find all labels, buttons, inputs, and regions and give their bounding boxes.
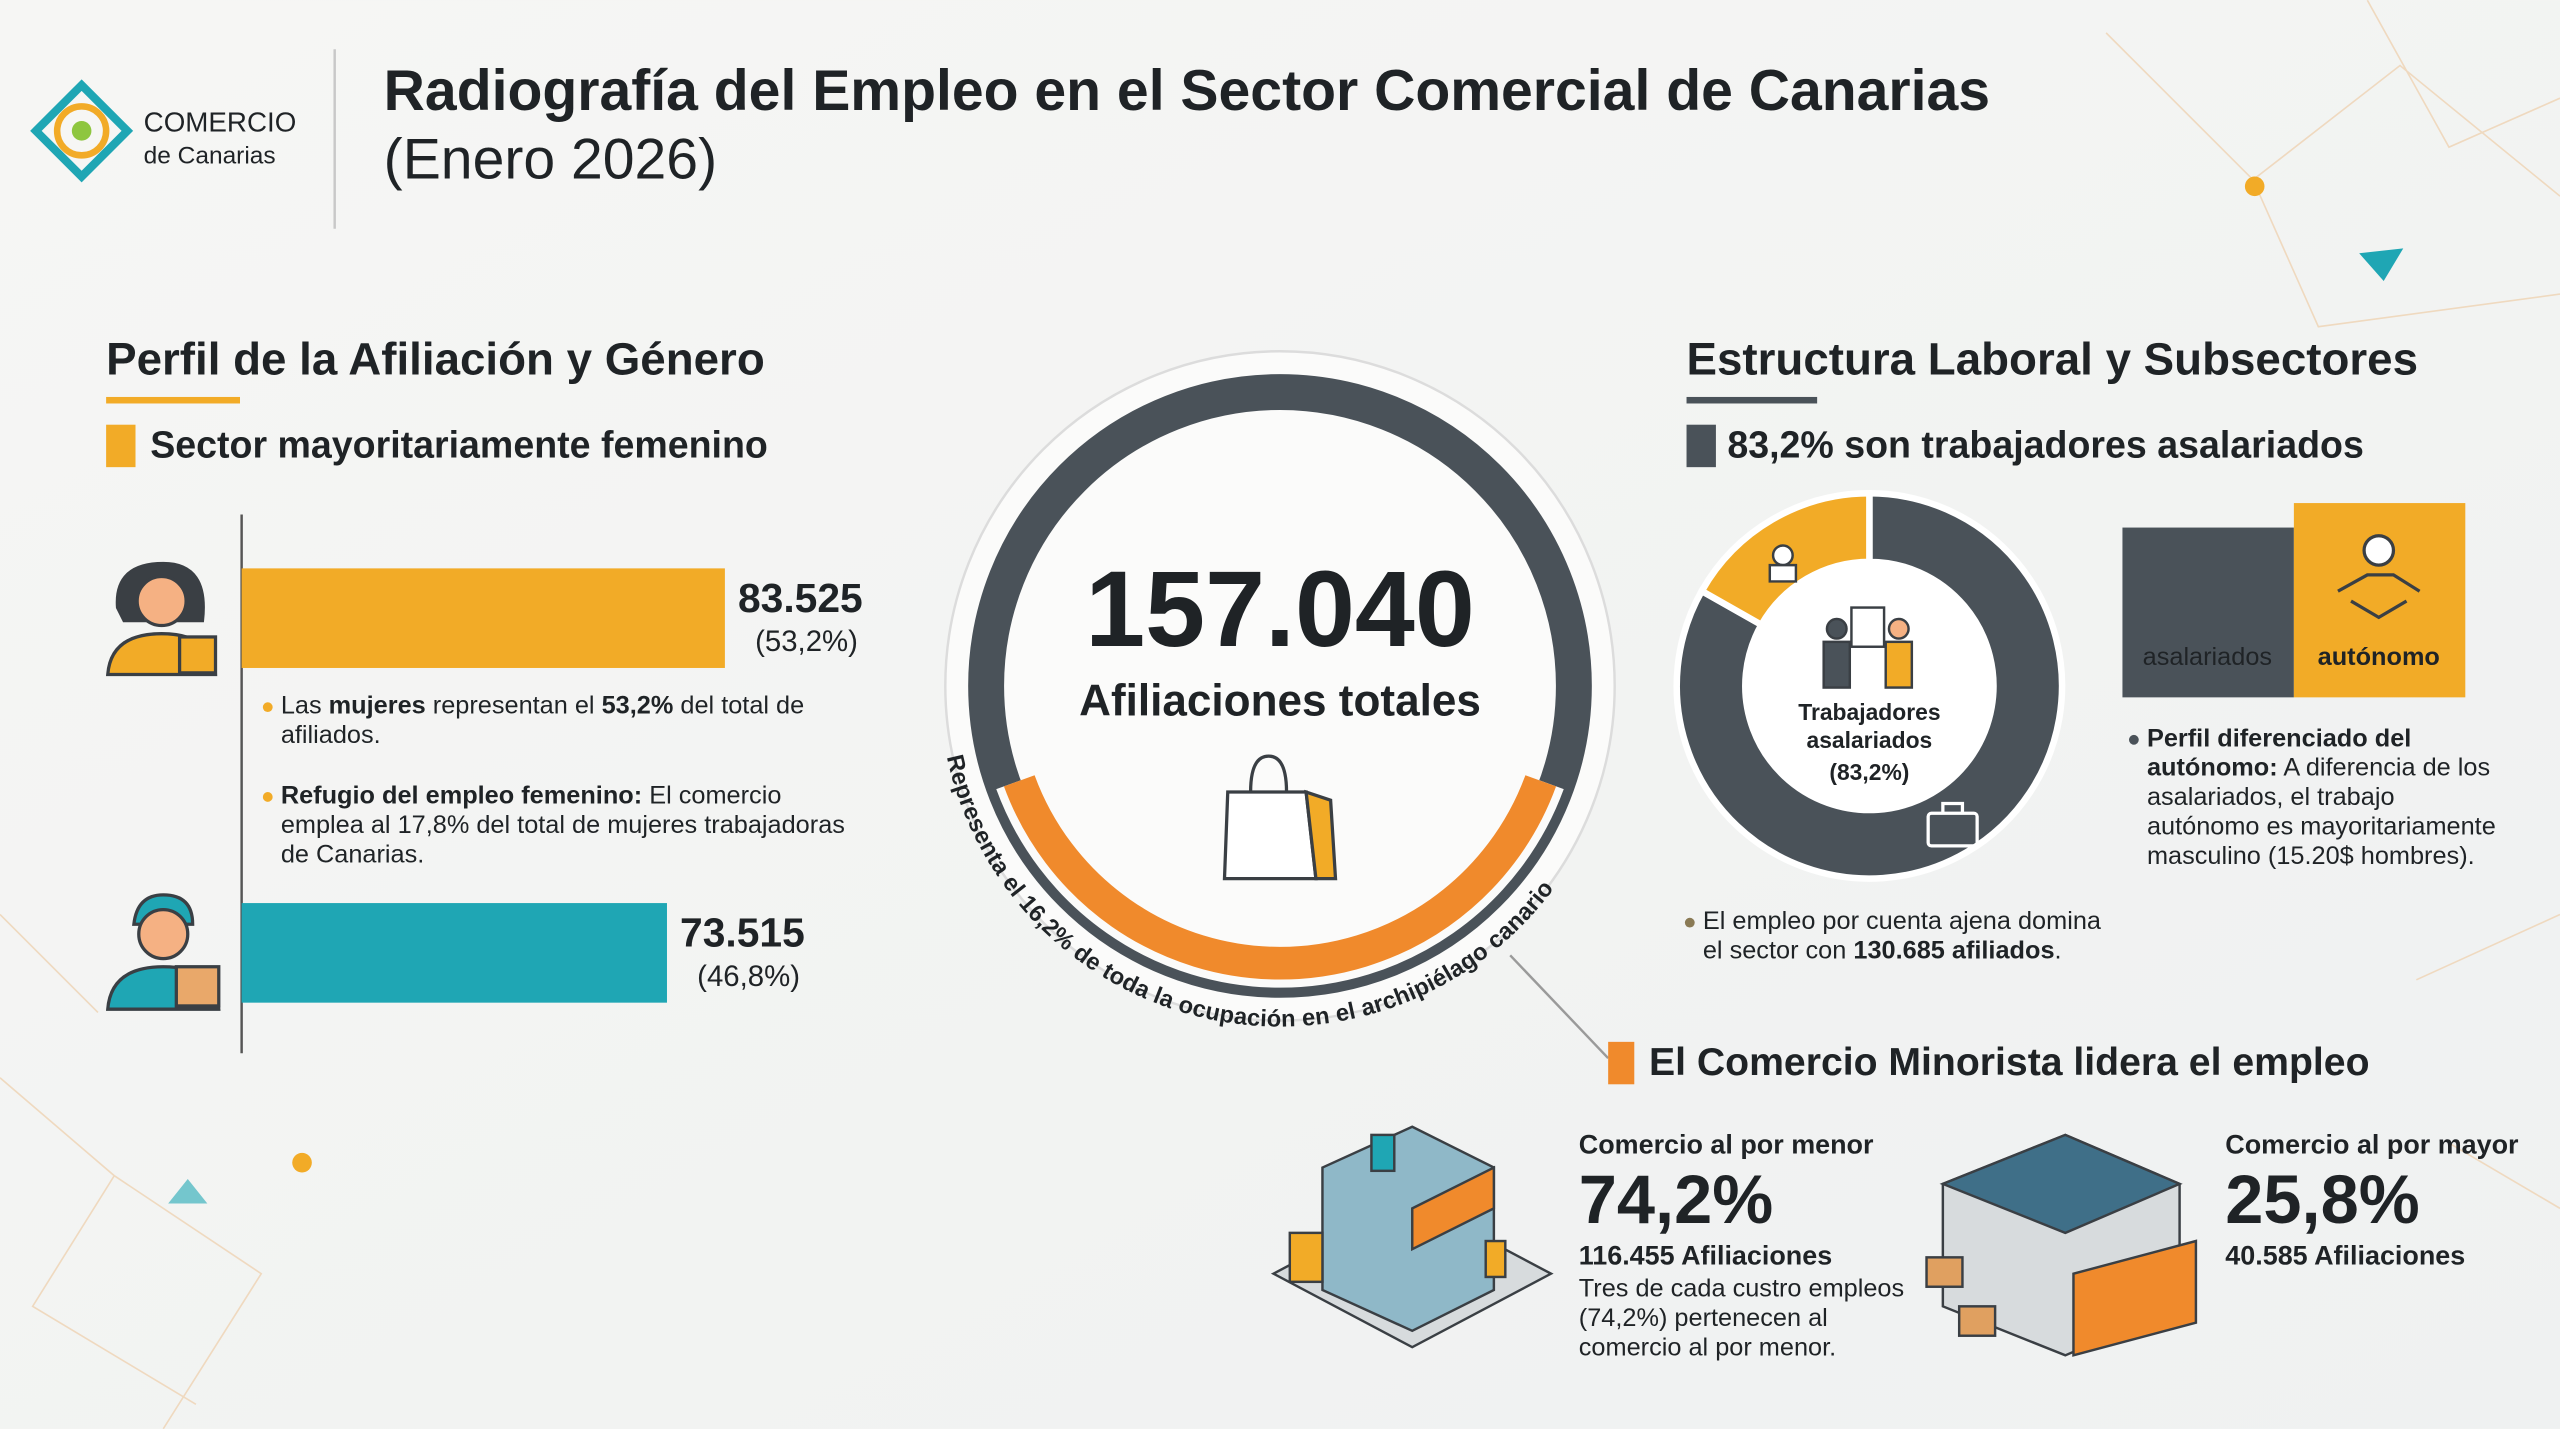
note: Refugio del empleo femenino: El comercio… <box>281 782 869 870</box>
subheading: El Comercio Minorista lidera el empleo <box>1649 1041 2370 1084</box>
note-box: Trabajadores asalariados <box>1798 698 1941 753</box>
handshake-icon <box>2337 534 2421 620</box>
note-box: Perfil diferenciado del autónomo: A dife… <box>2147 725 2498 872</box>
note: Las mujeres representan el 53,2% del tot… <box>281 692 869 751</box>
bar-value-label: 73.515 <box>680 910 805 956</box>
note-bold: Refugio del empleo femenino: <box>280 782 643 811</box>
sector-affiliations: 116.455 Afiliaciones <box>1579 1240 1832 1270</box>
total-value: 157.040 <box>1085 548 1475 669</box>
note: Tres de cada custro empleos (74,2%) pert… <box>1578 1275 1905 1362</box>
outer-circle <box>944 350 1616 1022</box>
note-bold: mujeres <box>328 692 426 721</box>
note-text: El empleo por cuenta ajena domina el sec… <box>1702 907 2101 966</box>
note-text: del total de afiliados. <box>280 692 805 750</box>
sector-affiliations: 40.585 Afiliaciones <box>2225 1240 2465 1270</box>
bullet <box>2128 734 2139 745</box>
bar <box>241 903 667 1003</box>
note-bold: 53,2% <box>601 692 674 721</box>
bar-share-label: (46,8%) <box>697 960 800 993</box>
note-box: Refugio del empleo femenino: El comercio… <box>281 782 869 870</box>
legend-label: asalariados <box>2143 643 2272 671</box>
note-text: . <box>2054 937 2062 966</box>
note-text: El comercio emplea al 17,8% del total de… <box>280 782 845 869</box>
worker-helmet-icon <box>1768 544 1798 583</box>
heading-marker <box>1608 1041 1635 1085</box>
bullet <box>262 792 273 802</box>
donut-center-value: (83,2%) <box>1829 759 1909 785</box>
section-heading: Estructura Laboral y Subsectores <box>1687 334 2419 385</box>
note-text: representan el <box>425 692 602 721</box>
subheading: 83,2% son trabajadores asalariados <box>1727 423 2364 465</box>
legend-label: autónomo <box>2318 643 2440 671</box>
bullet <box>1684 917 1695 928</box>
legend-box <box>2122 527 2294 698</box>
decoration-dot <box>2244 176 2265 197</box>
warehouse-illustration <box>1925 1133 2198 1357</box>
heading-marker <box>106 424 136 468</box>
bar <box>241 568 725 668</box>
note-bold: Perfil diferenciado del autónomo: <box>2146 725 2412 783</box>
sector-name: Comercio al por mayor <box>2225 1129 2519 1159</box>
sector-share: 25,8% <box>2225 1161 2419 1238</box>
sector-share: 74,2% <box>1579 1161 1773 1238</box>
subheading: Sector mayoritariamente femenino <box>150 423 768 465</box>
man-icon <box>105 893 221 1011</box>
underline <box>1686 396 1818 404</box>
workers-icon <box>1822 606 1914 689</box>
total-caption: Afiliaciones totales <box>1079 677 1481 726</box>
connector <box>1509 954 1610 1060</box>
note: El empleo por cuenta ajena domina el sec… <box>1703 908 2127 967</box>
sector-name: Comercio al por menor <box>1579 1129 1874 1159</box>
underline <box>106 396 240 404</box>
note-box: El empleo por cuenta ajena domina el sec… <box>1703 908 2127 967</box>
title: Radiografía del Empleo en el Sector Come… <box>384 59 1990 123</box>
bar-group: 83.525 (53,2%) 73.515 (46,8%) <box>241 568 863 1003</box>
note: Trabajadores asalariados <box>1798 698 1941 753</box>
note-box: Las mujeres representan el 53,2% del tot… <box>281 692 869 751</box>
note-text: A diferencia de los asalariados, el trab… <box>2146 754 2496 871</box>
decoration-triangle <box>2359 248 2404 282</box>
bar-value-label: 83.525 <box>738 575 863 621</box>
bag-icon <box>1222 754 1338 881</box>
bar-share-label: (53,2%) <box>755 625 858 658</box>
decoration-triangle <box>168 1178 208 1204</box>
store-illustration <box>1270 1125 1554 1349</box>
subtitle: (Enero 2026) <box>384 128 717 192</box>
note-bold: 130.685 afiliados <box>1853 937 2055 966</box>
bullet <box>262 702 273 713</box>
note: Perfil diferenciado del autónomo: A dife… <box>2147 725 2498 872</box>
decoration-dot <box>292 1152 312 1173</box>
briefcase-icon <box>1926 801 1979 848</box>
heading-marker <box>1686 424 1716 468</box>
note-box: Tres de cada custro empleos (74,2%) pert… <box>1578 1275 1905 1362</box>
section-heading: Perfil de la Afiliación y Género <box>106 334 765 385</box>
logo-text: de Canarias <box>144 142 276 169</box>
logo-text: COMERCIO <box>144 107 297 138</box>
ring-accent <box>1003 775 1557 980</box>
logo <box>30 79 134 183</box>
legend: asalariados autónomo <box>2122 503 2466 698</box>
donut-hole <box>1745 561 1994 811</box>
woman-icon <box>105 561 218 677</box>
note-text: Las <box>280 692 329 721</box>
